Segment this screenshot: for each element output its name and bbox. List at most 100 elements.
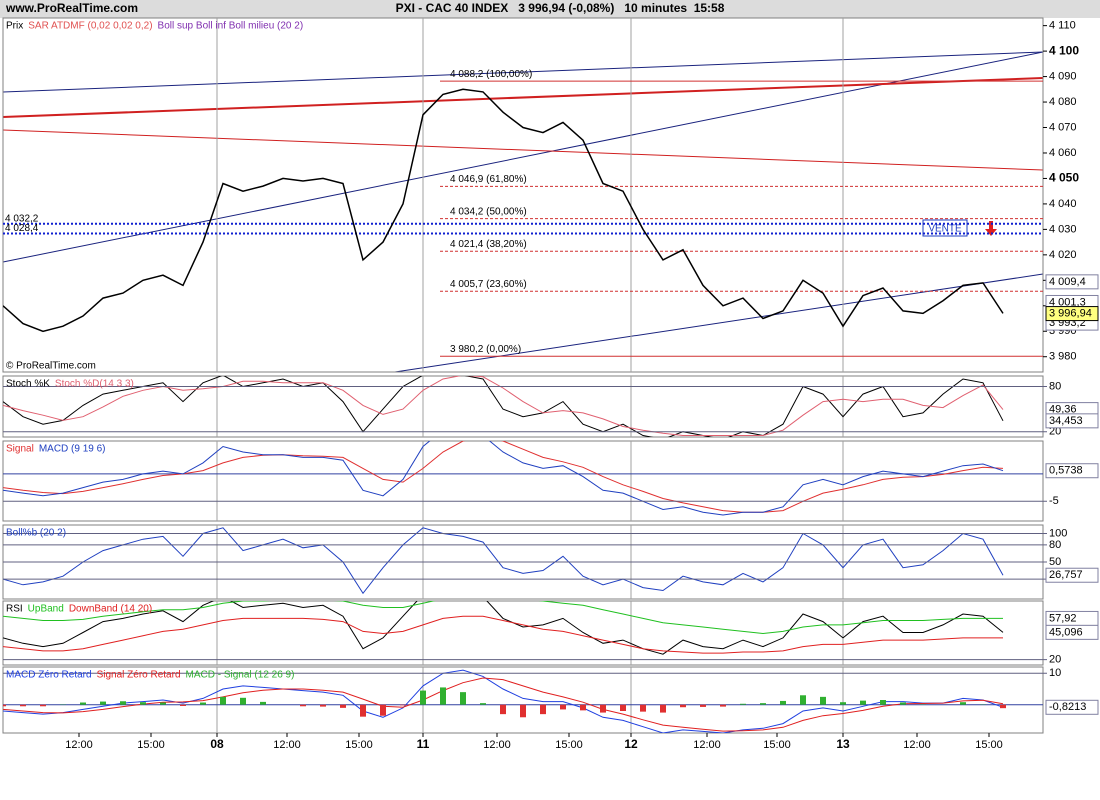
value-marker-box <box>1045 413 1099 429</box>
series-line <box>3 376 1004 436</box>
header-bar <box>0 0 1100 18</box>
panel <box>3 601 1004 665</box>
legend-entry: MACD (9 19 6) <box>39 444 106 455</box>
histogram-bar <box>180 704 186 706</box>
y-tick-label: 80 <box>1049 539 1061 551</box>
value-marker-label: 0,5738 <box>1049 465 1083 477</box>
series-line <box>3 615 1003 654</box>
histogram-bar <box>820 696 826 705</box>
value-marker-label: 57,92 <box>1049 612 1077 624</box>
y-tick-label: 50 <box>1049 556 1061 568</box>
series-line <box>3 376 1004 437</box>
level-label: 4 028,4 <box>5 223 39 234</box>
histogram-bar <box>780 700 786 705</box>
histogram-bar <box>320 704 326 707</box>
histogram-bar <box>500 704 506 715</box>
x-tick-label: 15:00 <box>137 739 165 751</box>
panel-frame <box>2 440 1044 522</box>
fib-label: 4 034,2 (50,00%) <box>450 206 527 217</box>
series-line <box>3 88 1004 333</box>
legend-entry: MACD Zéro Retard <box>6 670 92 681</box>
histogram-bar <box>560 704 566 710</box>
histogram-bar <box>800 695 806 705</box>
signal-label: VENTE <box>928 224 962 235</box>
x-tick-label: 12 <box>624 737 638 751</box>
legend-entry: Signal <box>6 444 34 455</box>
histogram-bar <box>100 701 106 705</box>
histogram-bar <box>460 692 466 705</box>
legend-entry: Boll sup Boll inf Boll milieu (20 2) <box>158 21 304 32</box>
y-tick-label: 3 980 <box>1049 351 1077 363</box>
x-tick-label: 15:00 <box>975 739 1003 751</box>
fib-label: 4 005,7 (23,60%) <box>450 279 527 290</box>
histogram-bar <box>220 696 226 705</box>
y-tick-label: 4 080 <box>1049 96 1077 108</box>
panel <box>3 18 1043 372</box>
histogram-bar <box>840 702 846 705</box>
histogram-bar <box>380 704 386 716</box>
value-marker-label: 4 009,4 <box>1049 276 1086 288</box>
histogram-bar <box>860 700 866 705</box>
value-marker-box <box>1045 624 1099 640</box>
histogram-bar <box>420 690 426 705</box>
copyright: © ProRealTime.com <box>6 361 96 372</box>
histogram-bar <box>440 687 446 705</box>
value-marker-label: 3 996,94 <box>1049 307 1092 319</box>
histogram-bar <box>580 704 586 711</box>
trend-line <box>2 77 1044 118</box>
histogram-bar <box>620 704 626 711</box>
value-marker-label: 26,757 <box>1049 569 1083 581</box>
histogram-bar <box>960 702 966 705</box>
histogram-bar <box>260 701 266 705</box>
trend-line <box>2 51 1044 263</box>
histogram-bar <box>480 703 486 705</box>
y-tick-label: 4 030 <box>1049 223 1077 235</box>
legend-entry: Stoch %D(14 3 3) <box>55 379 134 390</box>
histogram-bar <box>340 704 346 708</box>
x-tick-label: 12:00 <box>65 739 93 751</box>
legend-entry: Signal Zéro Retard <box>97 670 181 681</box>
x-tick-label: 12:00 <box>273 739 301 751</box>
legend-entry: UpBand <box>28 604 64 615</box>
panel <box>3 667 1043 733</box>
histogram-bar <box>740 703 746 705</box>
value-marker-label: 34,453 <box>1049 415 1083 427</box>
histogram-bar <box>1000 704 1006 709</box>
histogram-bar <box>200 702 206 705</box>
value-marker-label: 45,096 <box>1049 626 1083 638</box>
histogram-bar <box>660 704 666 713</box>
x-tick-label: 11 <box>417 737 430 751</box>
histogram-bar <box>600 704 606 713</box>
histogram-bar <box>640 704 646 712</box>
x-tick-label: 12:00 <box>693 739 721 751</box>
histogram-bar <box>700 704 706 707</box>
series-line <box>3 601 1003 635</box>
panel-frame <box>2 600 1044 666</box>
x-tick-label: 13 <box>836 737 850 751</box>
value-marker-box <box>1045 274 1099 290</box>
site-name: www.ProRealTime.com <box>5 1 138 15</box>
fib-label: 3 980,2 (0,00%) <box>450 344 521 355</box>
series-line <box>3 527 1004 595</box>
series-line <box>3 601 1004 655</box>
value-marker-box <box>1045 567 1099 583</box>
histogram-bar <box>680 704 686 708</box>
histogram-bar <box>160 702 166 705</box>
histogram-bar <box>40 704 46 707</box>
y-tick-label: 4 110 <box>1049 20 1076 32</box>
histogram-bar <box>3 704 6 707</box>
legend-entry: Prix <box>6 21 23 32</box>
x-tick-label: 08 <box>210 737 224 751</box>
histogram-bar <box>240 697 246 705</box>
histogram-bar <box>540 704 546 715</box>
trend-line <box>2 129 1044 171</box>
x-tick-label: 12:00 <box>483 739 511 751</box>
y-tick-label: -5 <box>1049 495 1059 507</box>
fib-label: 4 088,2 (100,00%) <box>450 69 532 80</box>
histogram-bar <box>400 704 406 706</box>
histogram-bar <box>880 700 886 705</box>
series-line <box>3 441 1004 513</box>
y-tick-label: 20 <box>1049 653 1061 665</box>
histogram-bar <box>300 704 306 707</box>
